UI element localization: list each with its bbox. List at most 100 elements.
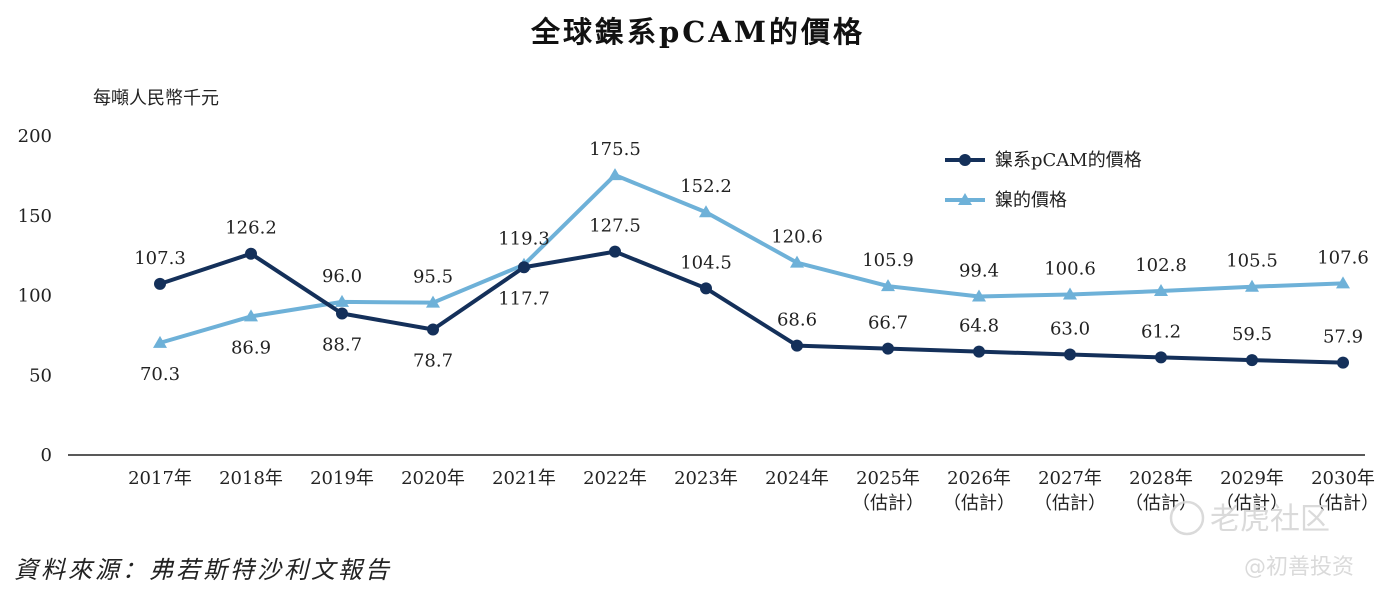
y-tick-label: 0 <box>41 445 52 466</box>
data-label: 68.6 <box>777 310 817 331</box>
data-point-circle <box>245 247 257 260</box>
x-tick-label: 2023年 <box>674 468 738 489</box>
data-point-circle <box>336 307 348 320</box>
data-label: 107.3 <box>134 248 186 269</box>
x-tick-label: 2020年 <box>401 468 465 489</box>
data-point-circle <box>1246 354 1258 367</box>
data-point-circle <box>154 277 166 290</box>
chart-title: 全球鎳系pCAM的價格 <box>530 15 865 49</box>
data-label: 175.5 <box>589 139 641 160</box>
x-tick-label-line: 2021年 <box>492 468 556 489</box>
data-label: 88.7 <box>322 335 362 356</box>
data-label: 105.9 <box>862 250 914 271</box>
x-tick-label-line: （估計） <box>1307 493 1379 514</box>
x-tick-label-line: （估計） <box>1034 493 1106 514</box>
series-1 <box>154 245 1349 369</box>
data-label: 70.3 <box>140 364 180 385</box>
data-label: 95.5 <box>413 267 453 288</box>
data-point-triangle <box>699 205 713 218</box>
x-tick-label: 2017年 <box>128 468 192 489</box>
series-line <box>159 173 1344 345</box>
x-tick-label: 2028年 （估計） <box>1125 468 1197 514</box>
x-tick-label-line: 2020年 <box>401 468 465 489</box>
data-label: 64.8 <box>959 316 999 337</box>
data-label: 104.5 <box>680 252 732 273</box>
data-point-triangle <box>1063 287 1077 300</box>
data-label: 61.2 <box>1141 321 1181 342</box>
x-tick-label: 2025年 （估計） <box>852 468 924 514</box>
x-tick-label-line: 2019年 <box>310 468 374 489</box>
data-label: 99.4 <box>959 260 999 281</box>
data-labels-series-2: 70.3 86.9 96.0 95.5 119.3 175.5 152.2 120.6 105.… <box>140 139 1369 385</box>
x-axis: 2017年 2018年 2019年 2020年 2021年 2022年 2023年 2024年… <box>128 468 1379 514</box>
y-tick-label: 200 <box>18 126 52 147</box>
data-label: 57.9 <box>1323 327 1363 348</box>
data-labels-series-1: 107.3 126.2 88.7 78.7 117.7 127.5 104.5 68.6 66.… <box>134 216 1363 372</box>
data-label: 96.0 <box>322 266 362 287</box>
y-tick-label: 150 <box>18 206 52 227</box>
data-label: 66.7 <box>868 313 908 334</box>
data-point-triangle <box>608 168 622 181</box>
x-tick-label-line: 2023年 <box>674 468 738 489</box>
x-tick-label-line: （估計） <box>1216 493 1288 514</box>
data-label: 78.7 <box>413 350 453 371</box>
data-label: 119.3 <box>498 229 550 250</box>
x-tick-label: 2018年 <box>219 468 283 489</box>
watermark-logo-icon <box>1169 500 1205 536</box>
x-tick-label-line: 2027年 <box>1038 468 1102 489</box>
data-point-triangle <box>790 255 804 268</box>
legend-label: 鎳的價格 <box>995 190 1067 211</box>
watermark-main-text: 老虎社区 <box>1210 502 1330 537</box>
y-tick-label: 100 <box>18 286 52 307</box>
data-label: 102.8 <box>1135 255 1187 276</box>
data-point-circle <box>1064 348 1076 361</box>
data-label: 117.7 <box>498 288 550 309</box>
x-tick-label: 2022年 <box>583 468 647 489</box>
data-point-circle <box>1155 351 1167 364</box>
data-point-triangle <box>1245 279 1259 292</box>
data-label: 107.6 <box>1317 247 1369 268</box>
y-axis-unit-label: 每噸人民幣千元 <box>93 88 219 109</box>
data-label: 63.0 <box>1050 319 1090 340</box>
data-point-triangle <box>426 295 440 308</box>
data-point-triangle <box>244 309 258 322</box>
x-tick-label: 2024年 <box>765 468 829 489</box>
series-layer: 107.3 126.2 88.7 78.7 117.7 127.5 104.5 68.6 66.… <box>134 139 1369 385</box>
x-tick-label-line: 2018年 <box>219 468 283 489</box>
data-point-circle <box>1337 356 1349 369</box>
data-point-circle <box>882 342 894 355</box>
watermark-sub-text: @初善投资 <box>1244 555 1354 580</box>
data-point-triangle <box>335 294 349 307</box>
x-tick-label: 2029年 （估計） <box>1216 468 1288 514</box>
y-axis: 0 50 100 150 200 <box>18 126 52 466</box>
data-point-triangle <box>1336 276 1350 289</box>
x-tick-label-line: 2030年 <box>1311 468 1375 489</box>
x-tick-label-line: 2024年 <box>765 468 829 489</box>
x-tick-label-line: （估計） <box>943 493 1015 514</box>
source-note: 資料來源：弗若斯特沙利文報告 <box>14 556 392 584</box>
x-tick-label-line: 2022年 <box>583 468 647 489</box>
data-label: 86.9 <box>231 337 271 358</box>
data-point-circle <box>700 282 712 295</box>
data-point-circle <box>791 339 803 352</box>
legend-label: 鎳系pCAM的價格 <box>995 150 1142 171</box>
data-point-circle <box>518 261 530 274</box>
data-label: 126.2 <box>225 218 277 239</box>
watermark: 老虎社区 @初善投资 <box>1169 500 1354 580</box>
x-tick-label: 2019年 <box>310 468 374 489</box>
x-tick-label-line: （估計） <box>852 493 924 514</box>
legend-marker-triangle <box>958 193 972 205</box>
x-tick-label: 2026年 （估計） <box>943 468 1015 514</box>
data-point-triangle <box>153 335 167 348</box>
x-tick-label-line: （估計） <box>1125 493 1197 514</box>
data-label: 152.2 <box>680 176 732 197</box>
data-label: 120.6 <box>771 227 823 248</box>
data-point-circle <box>427 323 439 336</box>
x-tick-label: 2021年 <box>492 468 556 489</box>
x-tick-label: 2030年 （估計） <box>1307 468 1379 514</box>
y-tick-label: 50 <box>29 365 52 386</box>
data-point-triangle <box>972 289 986 302</box>
x-tick-label-line: 2017年 <box>128 468 192 489</box>
